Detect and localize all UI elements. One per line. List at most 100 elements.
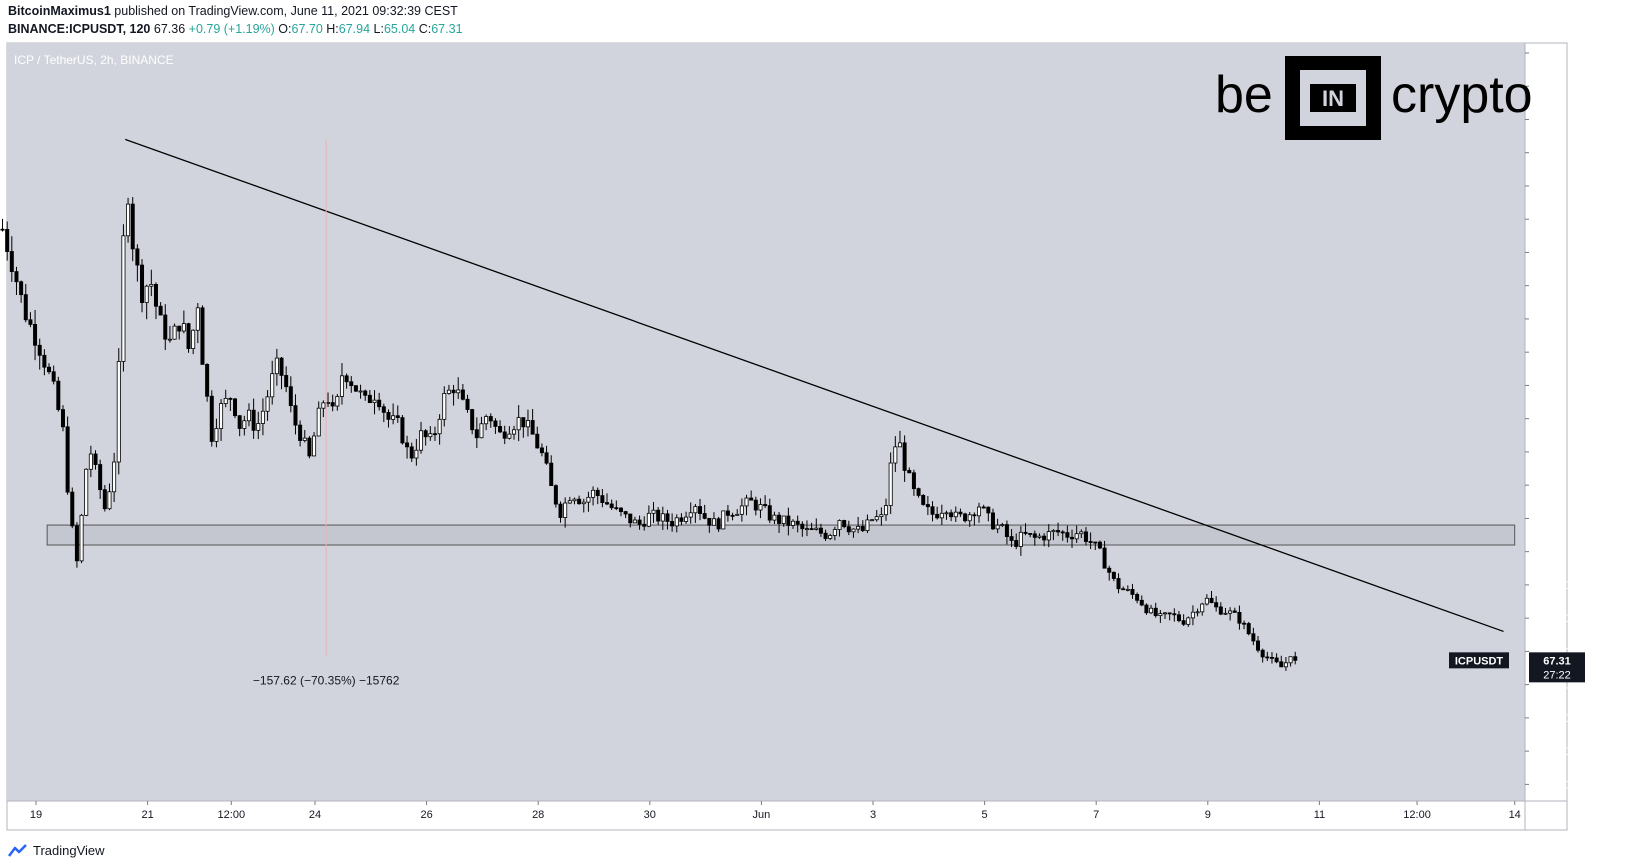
candle-up [851,528,856,533]
candle-up [1200,603,1205,613]
candle-down [1060,531,1065,534]
candle-down [539,447,544,454]
candle-down [767,505,772,521]
publish-info: BitcoinMaximus1 published on TradingView… [8,4,458,18]
candle-down [1065,532,1070,538]
candle-down [1293,656,1298,661]
tradingview-brand: TradingView [33,843,105,858]
candle-down [1274,657,1279,663]
y-tick-label: 160.00 [1546,347,1580,359]
x-tick-label: 9 [1205,809,1211,821]
candle-down [925,504,930,508]
candle-down [344,375,349,383]
candle-down [1265,656,1270,659]
candle-up [1163,612,1168,615]
candle-down [549,462,554,487]
y-tick-label: 250.00 [1546,48,1580,60]
candle-down [1088,541,1093,543]
y-tick-label: 220.00 [1546,148,1580,160]
candle-up [428,433,433,438]
candle-up [791,520,796,526]
candle-up [651,509,656,514]
candle-down [37,344,42,356]
candle-down [163,314,168,340]
candle-down [986,506,991,514]
candle-down [1107,567,1112,573]
candle-down [209,395,214,442]
candle-down [1172,613,1177,616]
candle-down [432,433,437,436]
candle-down [158,305,163,316]
candle-down [605,502,610,505]
candle-down [795,520,800,525]
last-price: 67.36 [153,22,186,36]
chart-title: ICP / TetherUS, 2h, BINANCE [14,53,174,67]
candle-up [944,512,949,515]
x-tick-label: 21 [141,809,153,821]
candle-down [609,503,614,509]
y-tick-label: 150.00 [1546,380,1580,392]
candle-up [758,504,763,511]
candle-down [498,426,503,433]
candle-up [837,520,842,530]
y-tick-label: 140.00 [1546,414,1580,426]
support-zone-rect [46,524,1516,546]
candle-up [219,403,224,429]
candle-up [660,513,665,522]
candle-down [1004,524,1009,537]
candle-up [646,512,651,527]
candle-down [9,251,14,272]
candle-up [270,373,275,398]
close-value: 67.31 [431,22,463,36]
candle-up [832,529,837,536]
candle-down [353,385,358,392]
candle-down [1269,656,1274,659]
candle-up [507,433,512,439]
y-tick-label: 190.00 [1546,247,1580,259]
candle-up [339,375,344,397]
candle-down [1242,622,1247,625]
x-tick-label: 5 [982,809,988,821]
candle-up [563,502,568,518]
candle-down [1083,531,1088,542]
candle-down [349,381,354,387]
candle-down [502,431,507,439]
candle-up [1149,607,1154,614]
candle-up [828,535,833,539]
candle-down [135,248,140,266]
symbol-label[interactable]: BINANCE:ICPUSDT, 120 [8,22,151,36]
candle-down [1153,607,1158,617]
y-tick-label: 120.00 [1546,480,1580,492]
candle-down [1032,533,1037,538]
candle-down [777,514,782,524]
tradingview-logo-icon [8,843,27,857]
candle-down [921,495,926,505]
author-name[interactable]: BitcoinMaximus1 [8,4,111,18]
price-tag [1529,652,1585,683]
candle-down [544,452,549,464]
candle-up [884,505,889,516]
x-axis-ticks: 19 21 12:00 24 26 28 30 Jun 3 5 7 9 11 12:00 14 [30,801,1521,821]
candle-up [181,323,186,332]
candle-down [670,521,675,527]
candle-down [1246,623,1251,635]
candle-down [200,307,205,365]
candle-up [326,402,331,404]
open-value: 67.70 [291,22,323,36]
candle-up [865,519,870,531]
candle-down [935,513,940,519]
candle-up [214,428,219,442]
candle-up [1046,531,1051,541]
candle-up [149,283,154,287]
descending-trendline[interactable] [125,138,1504,633]
tradingview-footer[interactable]: TradingView [8,843,105,858]
candle-down [749,497,754,501]
y-tick-label: 110.00 [1547,513,1580,525]
candle-down [1218,606,1223,615]
candle-down [460,389,465,400]
candle-down [521,417,526,428]
candle-down [614,507,619,510]
candle-up [1158,613,1163,617]
symbol-tag-text: ICPUSDT [1455,655,1504,667]
